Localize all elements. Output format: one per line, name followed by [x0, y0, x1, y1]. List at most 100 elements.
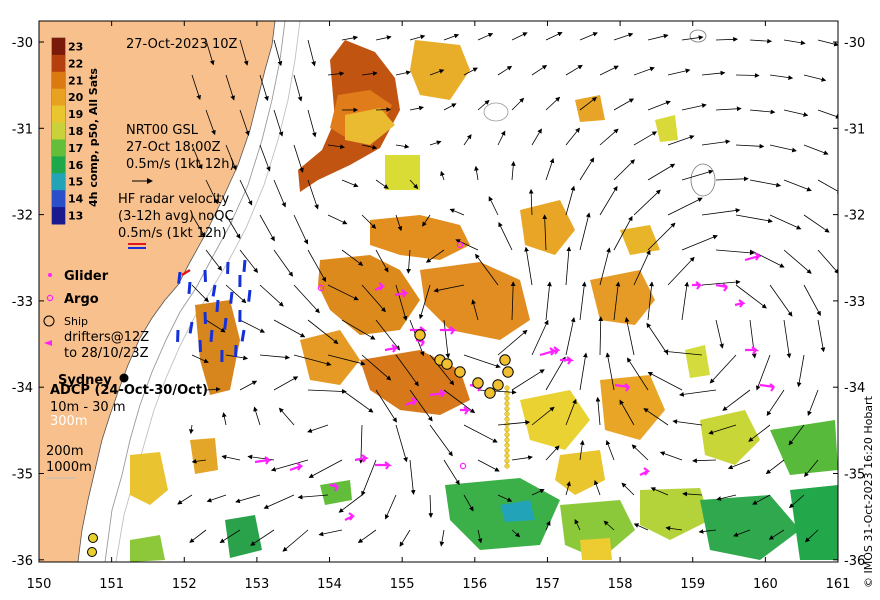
adcp-label-1: 10m - 30 m [50, 400, 126, 415]
velocity-arrow [545, 32, 563, 41]
velocity-arrow [429, 69, 445, 76]
velocity-arrow [599, 185, 618, 216]
velocity-arrow [756, 354, 771, 391]
velocity-arrow [239, 319, 265, 333]
glider-point [504, 385, 510, 391]
velocity-arrow [531, 406, 555, 426]
hf-radar-vector [177, 271, 182, 284]
ship-marker [454, 366, 466, 378]
velocity-arrow [282, 529, 309, 552]
velocity-arrow [477, 459, 500, 472]
velocity-arrow [375, 319, 400, 351]
velocity-arrow [239, 109, 250, 136]
velocity-arrow [511, 97, 525, 111]
velocity-arrow [463, 134, 472, 146]
x-tick-label: 154 [317, 577, 342, 592]
velocity-arrow [361, 144, 378, 150]
velocity-arrow [647, 33, 669, 41]
y-tick-label: -35 [12, 468, 33, 483]
velocity-arrow [565, 64, 583, 76]
velocity-arrow [783, 179, 812, 192]
x-tick-label: 161 [826, 577, 851, 592]
velocity-arrow [293, 74, 303, 102]
velocity-arrow [308, 459, 343, 478]
velocity-arrow [579, 32, 598, 41]
velocity-arrow [565, 481, 571, 496]
velocity-arrow [177, 494, 193, 505]
drifter-legend-label-2: to 28/10/23Z [64, 346, 149, 361]
adcp-title: ADCP (24-Oct-30/Oct) [50, 383, 208, 398]
adcp-mooring [87, 547, 97, 557]
velocity-arrow [681, 234, 718, 251]
ship-marker [441, 358, 453, 370]
velocity-arrow [429, 424, 453, 457]
x-tick-label: 150 [27, 577, 52, 592]
velocity-arrow [361, 284, 386, 313]
velocity-arrow [259, 284, 284, 307]
velocity-arrow [418, 284, 431, 320]
velocity-arrow [788, 424, 805, 446]
velocity-arrow [293, 144, 304, 173]
velocity-arrow [225, 74, 235, 101]
velocity-arrow [439, 529, 445, 547]
velocity-arrow [783, 249, 812, 274]
colorbar-segment [52, 173, 65, 191]
velocity-arrow [545, 445, 560, 461]
velocity-arrow [498, 221, 513, 251]
drifter-track [254, 456, 272, 465]
velocity-arrow [769, 214, 802, 230]
hf-radar-vector [215, 299, 220, 312]
velocity-arrow [619, 399, 635, 426]
velocity-arrow [681, 103, 707, 111]
velocity-arrow [715, 106, 742, 112]
velocity-arrow [341, 179, 359, 188]
glider-point [504, 458, 510, 464]
velocity-arrow [633, 131, 658, 146]
velocity-arrow [395, 354, 419, 387]
velocity-arrow [715, 36, 738, 42]
drifter-track [344, 512, 356, 521]
hf-radar-vector [211, 284, 217, 297]
colorbar-tick-label: 18 [68, 125, 83, 138]
velocity-arrow [650, 487, 669, 496]
velocity-arrow [579, 97, 598, 111]
velocity-arrow [524, 246, 533, 286]
velocity-arrow [659, 451, 683, 461]
velocity-arrow [633, 523, 649, 531]
hf-radar-vector [181, 268, 191, 277]
argo-marker [459, 462, 467, 470]
velocity-arrow [752, 494, 771, 505]
colorbar-tick-label: 17 [68, 142, 83, 155]
velocity-arrow [253, 406, 261, 426]
velocity-arrow [463, 424, 498, 443]
ship-legend-icon [43, 315, 55, 327]
velocity-arrow [497, 494, 513, 502]
velocity-arrow [191, 144, 203, 170]
x-tick-label: 151 [99, 577, 124, 592]
argo-marker [456, 241, 464, 249]
glider-point [504, 447, 510, 453]
velocity-arrow [643, 408, 669, 426]
velocity-arrow [307, 109, 317, 138]
velocity-arrow [205, 39, 215, 66]
y-tick-label-right: -33 [844, 295, 865, 310]
y-tick-label-right: -35 [844, 468, 865, 483]
y-tick-label-right: -32 [844, 209, 865, 224]
velocity-arrow [598, 316, 604, 356]
drifter-track [329, 483, 339, 492]
hf-radar-vector [209, 329, 214, 342]
velocity-arrow [375, 107, 392, 112]
velocity-arrow [433, 284, 465, 293]
velocity-arrow [273, 109, 284, 137]
velocity-arrow [766, 389, 785, 416]
colorbar: 23 22 21 20 19 18 17 16 15 14 13 4h comp, p50, All… [51, 37, 100, 225]
colorbar-tick-label: 14 [68, 193, 84, 206]
velocity-arrow [239, 39, 249, 66]
velocity-arrow [191, 354, 209, 363]
velocity-arrow [624, 317, 635, 356]
velocity-arrow [621, 482, 635, 496]
velocity-arrow [511, 529, 521, 538]
velocity-arrow [510, 281, 516, 321]
velocity-arrow [235, 494, 261, 504]
velocity-arrow [599, 247, 611, 286]
